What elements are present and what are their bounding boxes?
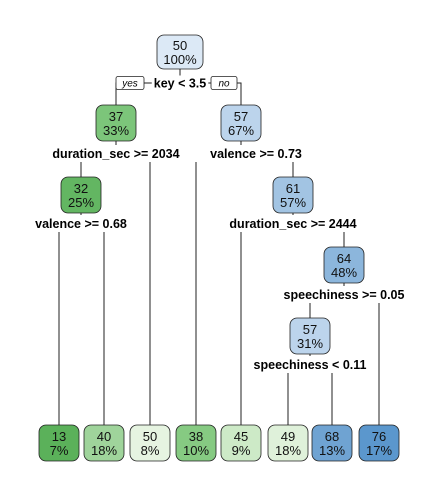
node-value: 76 xyxy=(372,429,386,444)
node-box xyxy=(358,424,400,462)
node-box xyxy=(38,424,80,462)
leaf-node: 459% xyxy=(220,424,262,462)
node-value: 50 xyxy=(173,38,187,53)
node-box xyxy=(323,246,365,284)
no-branch-box xyxy=(210,76,238,90)
split-label-background xyxy=(281,287,407,303)
node-percent: 31% xyxy=(297,336,323,351)
no-branch-label: no xyxy=(218,79,230,90)
node-value: 68 xyxy=(325,429,339,444)
split-label: valence >= 0.73 xyxy=(210,147,302,161)
node-value: 13 xyxy=(52,429,66,444)
node-value: 45 xyxy=(234,429,248,444)
split-label: duration_sec >= 2444 xyxy=(229,217,356,231)
node-value: 37 xyxy=(109,109,123,124)
node-percent: 67% xyxy=(228,123,254,138)
split-label-background xyxy=(33,216,129,232)
split-label-background xyxy=(251,357,369,373)
node-value: 38 xyxy=(189,429,203,444)
split-label-background xyxy=(50,146,182,162)
node-box xyxy=(156,34,204,70)
node-percent: 18% xyxy=(275,443,301,458)
node-box xyxy=(272,176,314,214)
node-box xyxy=(95,104,137,142)
split-label-background xyxy=(208,146,304,162)
yes-branch-label: yes xyxy=(121,79,138,90)
node-percent: 8% xyxy=(141,443,160,458)
leaf-node: 137% xyxy=(38,424,80,462)
node-box xyxy=(267,424,309,462)
node-value: 61 xyxy=(286,181,300,196)
node-box xyxy=(129,424,171,462)
node-value: 64 xyxy=(337,251,351,266)
node-percent: 10% xyxy=(183,443,209,458)
split-label: key < 3.5 xyxy=(154,77,207,91)
node-percent: 100% xyxy=(163,52,197,67)
node-box xyxy=(220,424,262,462)
root-branch-labels: yes no xyxy=(115,76,238,90)
split-label: speechiness >= 0.05 xyxy=(284,288,405,302)
node-box xyxy=(289,317,331,355)
node-box xyxy=(60,176,102,214)
node-percent: 18% xyxy=(91,443,117,458)
node-value: 57 xyxy=(303,322,317,337)
node-value: 49 xyxy=(281,429,295,444)
node-percent: 9% xyxy=(232,443,251,458)
node-box xyxy=(220,104,262,142)
tree-nodes: 50100%3733%5767%3225%6157%6448%5731%137%… xyxy=(38,34,400,462)
node-box xyxy=(311,424,353,462)
node-value: 32 xyxy=(74,181,88,196)
split-label: valence >= 0.68 xyxy=(35,217,127,231)
node-percent: 33% xyxy=(103,123,129,138)
node-value: 50 xyxy=(143,429,157,444)
yes-branch-box xyxy=(115,76,145,90)
node-percent: 48% xyxy=(331,265,357,280)
split-label: speechiness < 0.11 xyxy=(254,358,367,372)
leaf-node: 508% xyxy=(129,424,171,462)
node-percent: 13% xyxy=(319,443,345,458)
node-percent: 17% xyxy=(366,443,392,458)
split-label-background xyxy=(151,75,209,92)
tree-split-labels: key < 3.5 duration_sec >= 2034 valence >= … xyxy=(33,75,407,373)
node-percent: 57% xyxy=(280,195,306,210)
node-value: 40 xyxy=(97,429,111,444)
node-value: 57 xyxy=(234,109,248,124)
node-box xyxy=(83,424,125,462)
tree-edges xyxy=(58,69,380,425)
split-label: duration_sec >= 2034 xyxy=(52,147,179,161)
node-percent: 7% xyxy=(50,443,69,458)
split-label-background xyxy=(227,216,359,232)
node-box xyxy=(175,424,217,462)
node-percent: 25% xyxy=(68,195,94,210)
